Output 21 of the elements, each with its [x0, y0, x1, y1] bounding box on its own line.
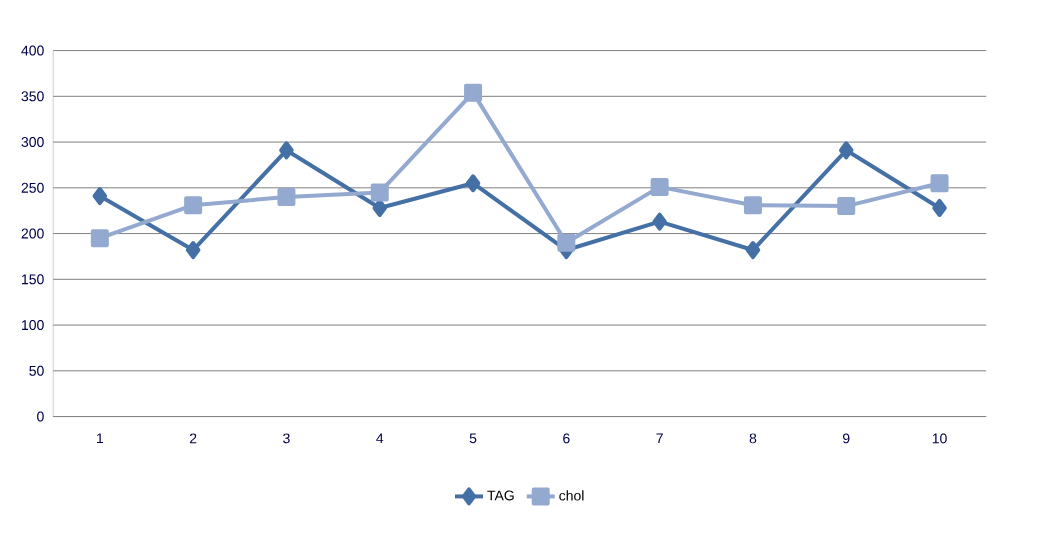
x-tick-label: 7 [656, 433, 663, 444]
x-tick-label: 2 [189, 433, 197, 444]
x-tick-label: 3 [283, 433, 290, 444]
legend-label: chol [559, 490, 584, 501]
y-tick-label: 0 [37, 411, 44, 422]
legend-label: TAG [487, 490, 514, 501]
y-tick-label: 350 [21, 91, 44, 102]
x-tick-label: 1 [97, 433, 104, 444]
y-tick-label: 200 [21, 228, 44, 239]
y-tick-label: 400 [21, 45, 44, 56]
x-tick-label: 5 [469, 433, 477, 444]
x-tick-label: 8 [749, 433, 757, 444]
y-tick-label: 100 [22, 320, 44, 331]
y-tick-label: 300 [21, 137, 44, 148]
x-tick-label: 4 [376, 433, 384, 444]
y-tick-label: 250 [21, 182, 44, 193]
x-tick-label: 6 [563, 433, 570, 444]
y-tick-label: 50 [29, 365, 44, 376]
y-tick-label: 150 [22, 274, 44, 285]
x-tick-label: 9 [843, 433, 850, 444]
x-tick-label: 10 [932, 433, 947, 444]
